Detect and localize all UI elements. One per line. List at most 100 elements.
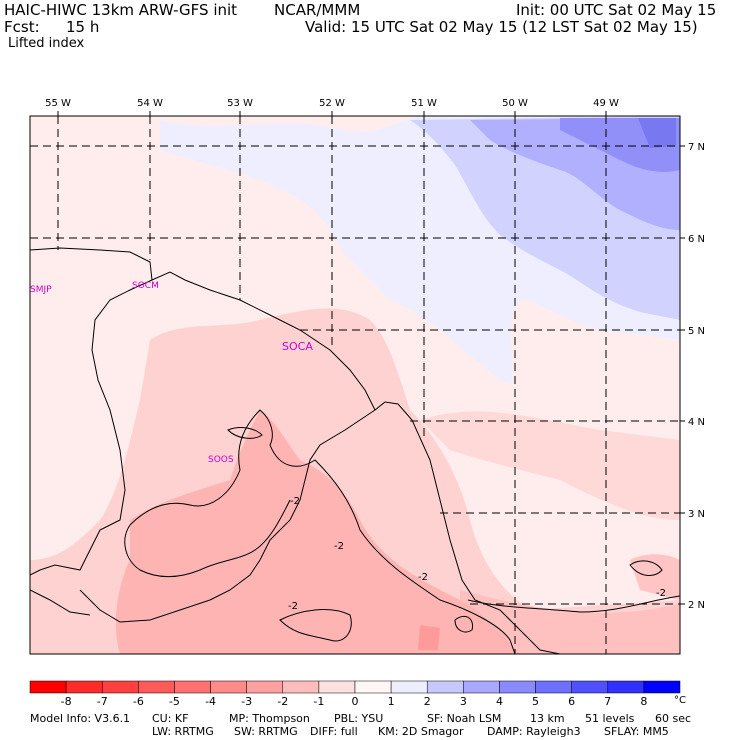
colorbar-tick-label: 8 xyxy=(640,695,647,708)
colorbar-tick-label: -3 xyxy=(241,695,252,708)
colorbar-swatch xyxy=(643,680,681,694)
field-4-5 xyxy=(638,118,676,148)
colorbar-swatch xyxy=(354,680,392,694)
colorbar-tick-labels: -8 -7 -6 -5 -4 -3 -2 -1 0 1 2 3 4 5 6 7 8 xyxy=(61,695,648,708)
colorbar-swatch xyxy=(210,680,247,694)
org-label: NCAR/MMM xyxy=(274,1,361,19)
station-labels: SMJP SOCM SOCA SOOS xyxy=(30,281,313,465)
station-label: SMJP xyxy=(30,285,52,295)
colorbar-tick-label: -4 xyxy=(205,695,216,708)
lat-label: 6 N xyxy=(688,234,705,245)
contour-neg2-se xyxy=(629,560,663,576)
footer-model-info: Model Info: V3.6.1 xyxy=(30,712,131,725)
colorbar-swatch xyxy=(463,680,500,694)
lifted-index-field xyxy=(30,116,680,654)
colorbar-tick-label: 7 xyxy=(604,695,611,708)
forecast-label: Fcst: xyxy=(4,18,40,36)
footer-timestep: 60 sec xyxy=(655,712,692,725)
colorbar-swatch xyxy=(65,680,103,694)
colorbar-swatch xyxy=(535,680,572,694)
footer-lw: LW: RRTMG xyxy=(152,725,214,738)
field-neg2-neg3 xyxy=(115,410,521,654)
colorbar xyxy=(29,680,681,694)
colorbar-tick-label: 6 xyxy=(568,695,575,708)
colorbar-tick-label: -7 xyxy=(97,695,108,708)
colorbar-swatch xyxy=(29,680,67,694)
lat-labels: 7 N 6 N 5 N 4 N 3 N 2 N xyxy=(688,142,705,611)
border-south xyxy=(30,589,91,616)
colorbar-tick-label: -5 xyxy=(169,695,180,708)
colorbar-unit: °C xyxy=(674,695,686,706)
graticule xyxy=(30,116,680,654)
coastline xyxy=(30,247,561,654)
lon-label: 52 W xyxy=(319,98,345,109)
top-ticks xyxy=(57,111,685,605)
colorbar-tick-label: 3 xyxy=(460,695,467,708)
contour-label: -2 xyxy=(656,588,666,599)
lon-label: 50 W xyxy=(502,98,528,109)
colorbar-swatch xyxy=(101,680,139,694)
lon-labels: 55 W 54 W 53 W 52 W 51 W 50 W 49 W xyxy=(45,98,619,109)
footer-pbl: PBL: YSU xyxy=(334,712,384,725)
colorbar-swatch xyxy=(318,680,356,694)
field-neg3-spot xyxy=(418,625,440,650)
station-label: SOOS xyxy=(208,455,234,465)
contour-labels: -2 -2 -2 -2 -2 xyxy=(288,496,666,612)
colorbar-tick-label: 0 xyxy=(352,695,359,708)
station-label: SOCM xyxy=(132,281,159,291)
contour-neg2-main xyxy=(129,409,516,654)
contour-label: -2 xyxy=(288,601,298,612)
colorbar-swatch xyxy=(390,680,428,694)
contour-neg2-west xyxy=(124,499,291,578)
footer-diff: DIFF: full xyxy=(310,725,358,738)
lon-label: 49 W xyxy=(593,98,619,109)
lat-label: 2 N xyxy=(688,600,705,611)
colorbar-tick-label: 2 xyxy=(424,695,431,708)
contour-neg2-south xyxy=(279,609,352,642)
footer-resolution: 13 km xyxy=(530,712,565,725)
forecast-hours: 15 h xyxy=(66,18,100,36)
contour-label: -2 xyxy=(290,496,300,507)
station-label: SOCA xyxy=(282,340,313,353)
map-frame xyxy=(29,115,681,655)
field-neg1-east xyxy=(420,411,680,520)
colorbar-tick-label: -2 xyxy=(277,695,288,708)
colorbar-swatch xyxy=(571,680,609,694)
init-time: Init: 00 UTC Sat 02 May 15 xyxy=(516,1,717,19)
field-neg2-se xyxy=(630,554,680,600)
colorbar-tick-label: 5 xyxy=(532,695,539,708)
border-guyane-brazil xyxy=(79,409,376,623)
colorbar-tick-label: 4 xyxy=(496,695,503,708)
colorbar-swatch xyxy=(174,680,211,694)
footer-sw: SW: RRTMG xyxy=(234,725,298,738)
valid-time: Valid: 15 UTC Sat 02 May 15 (12 LST Sat … xyxy=(305,18,698,36)
colorbar-tick-label: -1 xyxy=(313,695,324,708)
footer-km: KM: 2D Smagor xyxy=(378,725,464,738)
footer-damp: DAMP: Rayleigh3 xyxy=(487,725,581,738)
contour-neg2-east xyxy=(467,595,680,613)
border-suriname-guyane xyxy=(30,279,153,576)
contour-label: -2 xyxy=(334,541,344,552)
lat-label: 7 N xyxy=(688,142,705,153)
lat-label: 4 N xyxy=(688,417,705,428)
coastlines-borders xyxy=(30,247,680,654)
lon-label: 54 W xyxy=(137,98,163,109)
footer-levels: 51 levels xyxy=(585,712,635,725)
field-name: Lifted index xyxy=(8,36,85,51)
footer-sflay: SFLAY: MM5 xyxy=(604,725,669,738)
contour-label: -2 xyxy=(418,572,428,583)
footer-mp: MP: Thompson xyxy=(229,712,310,725)
contour-small xyxy=(454,615,474,633)
contour-small-north xyxy=(227,427,263,439)
footer-cu: CU: KF xyxy=(152,712,189,725)
lat-label: 5 N xyxy=(688,326,705,337)
colorbar-swatch xyxy=(607,680,645,694)
footer-sf: SF: Noah LSM xyxy=(427,712,502,725)
colorbar-swatch xyxy=(499,680,536,694)
lon-label: 51 W xyxy=(411,98,437,109)
colorbar-tick-label: -6 xyxy=(133,695,144,708)
lat-label: 3 N xyxy=(688,509,705,520)
colorbar-tick-label: -8 xyxy=(61,695,72,708)
colorbar-tick-label: 1 xyxy=(388,695,395,708)
